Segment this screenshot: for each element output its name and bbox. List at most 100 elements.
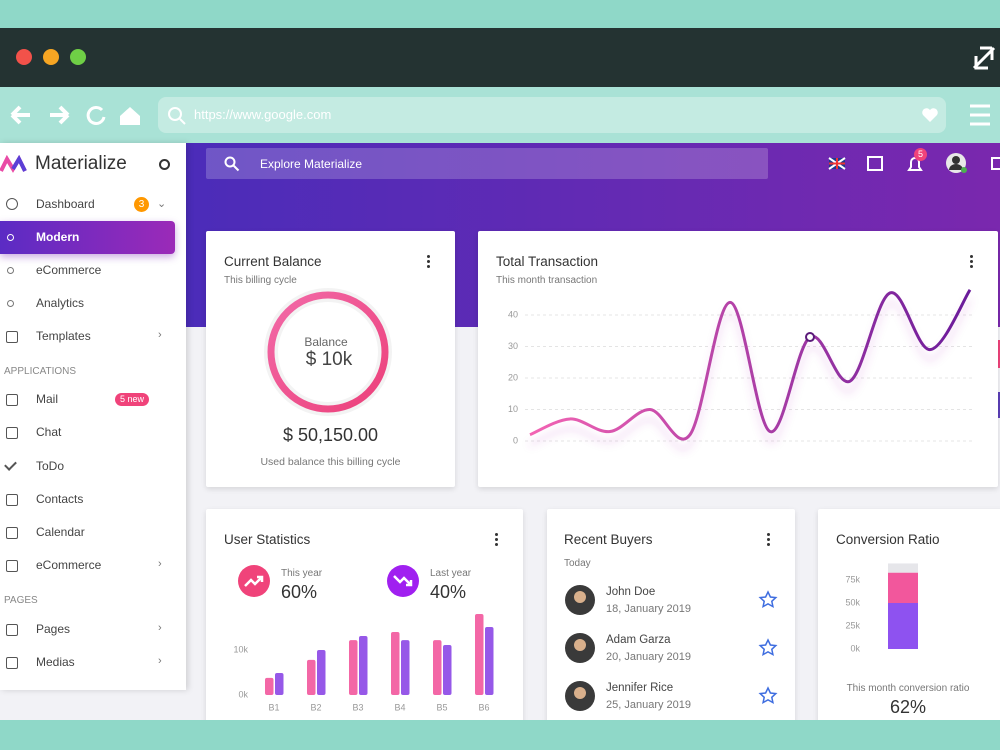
gauge-value: $ 10k (305, 349, 353, 370)
path (922, 108, 938, 122)
keb (427, 255, 430, 270)
card-title: User Statistics (224, 532, 311, 547)
ic (6, 427, 18, 439)
buyer-name: Jennifer Rice (606, 682, 674, 694)
ic (6, 657, 18, 669)
buyer-date: 18, January 2019 (606, 603, 692, 615)
menu-item[interactable]: Pages (36, 622, 71, 636)
chev: › (158, 655, 162, 667)
x-tick-label: B5 (436, 702, 447, 712)
bar (391, 632, 400, 695)
stat-value: 40% (430, 582, 467, 602)
path (50, 105, 70, 125)
menu-item[interactable]: Chat (36, 425, 62, 439)
menu-item[interactable]: ToDo (36, 459, 65, 473)
url[interactable]: https://www.google.com (194, 107, 332, 122)
menu-item[interactable]: Contacts (36, 492, 84, 506)
gauge-label: Balance (304, 335, 348, 349)
conversion-caption: This month conversion ratio (846, 683, 970, 694)
bar (433, 640, 442, 695)
active-item[interactable] (0, 221, 175, 254)
balance-amount: $ 50,150.00 (282, 425, 379, 445)
bullet (7, 234, 14, 241)
path (949, 164, 963, 170)
x-tick-label: B6 (478, 702, 489, 712)
x-tick-label: B3 (352, 702, 363, 712)
menu-item[interactable]: Templates (36, 329, 91, 343)
bar (275, 672, 284, 695)
g (574, 591, 586, 699)
y-tick-label: 0k (238, 689, 248, 699)
y-tick-label: 10k (233, 644, 248, 654)
menu-item[interactable]: eCommerce (36, 263, 102, 277)
circle (574, 687, 586, 699)
keb (970, 255, 973, 270)
card-subtitle: Today (564, 558, 591, 569)
buyer-date: 25, January 2019 (606, 699, 692, 711)
section-title: PAGES (4, 595, 38, 606)
y-tick-label: 20 (508, 372, 518, 382)
menu-item[interactable]: Medias (36, 655, 75, 669)
ic (6, 560, 18, 572)
buyer-avatars (565, 585, 778, 711)
path (244, 575, 264, 587)
menu-item[interactable]: Modern (36, 230, 80, 244)
i (767, 533, 770, 536)
menu-item[interactable]: Analytics (36, 296, 85, 310)
bar (485, 627, 494, 695)
i (495, 538, 498, 541)
circle (952, 156, 960, 164)
path (120, 107, 140, 125)
search-box[interactable] (206, 148, 768, 179)
bar (349, 640, 358, 695)
i (970, 255, 973, 258)
g (758, 590, 778, 705)
buyer-name: Adam Garza (606, 634, 671, 646)
y-tick-label: 40 (508, 309, 518, 319)
menu-item[interactable]: eCommerce (36, 558, 102, 572)
path (179, 118, 186, 125)
bar (317, 650, 326, 695)
stat-value: 60% (281, 582, 318, 602)
y-tick-label: 10 (508, 404, 518, 414)
ic (6, 527, 18, 539)
circle (238, 565, 270, 597)
circle (70, 49, 86, 65)
card-title: Current Balance (224, 254, 322, 269)
brand: Materialize (35, 153, 127, 174)
transaction-card (478, 231, 998, 487)
chev: › (158, 329, 162, 341)
path (972, 46, 996, 70)
rect (867, 156, 883, 171)
bullet (7, 300, 14, 307)
path (86, 105, 106, 125)
balance-card (206, 231, 455, 487)
ic (6, 494, 18, 506)
gauge (264, 288, 392, 416)
bottom-border (0, 720, 1000, 750)
i (495, 543, 498, 546)
circle (267, 291, 389, 413)
bar-segment (888, 563, 918, 573)
stat-label: This year (281, 568, 323, 579)
y-tick-label: 0 (513, 435, 518, 445)
path (232, 164, 240, 172)
menu-item[interactable]: Dashboard (36, 197, 95, 211)
conversion-value: 62% (889, 697, 927, 717)
card-title: Total Transaction (496, 254, 599, 269)
path (758, 638, 778, 657)
buyer-name: John Doe (606, 586, 656, 598)
y-tick-label: 25k (845, 620, 860, 630)
chev: ⌄ (157, 198, 167, 210)
bar (401, 640, 410, 695)
path (758, 590, 778, 609)
ic (6, 331, 18, 343)
menu-item[interactable]: Calendar (36, 525, 85, 539)
y-tick-label: 0k (850, 643, 860, 653)
card-title: Recent Buyers (564, 532, 653, 547)
chev: › (158, 622, 162, 634)
menu-item[interactable]: Mail (36, 392, 59, 406)
buyer-date: 20, January 2019 (606, 651, 692, 663)
